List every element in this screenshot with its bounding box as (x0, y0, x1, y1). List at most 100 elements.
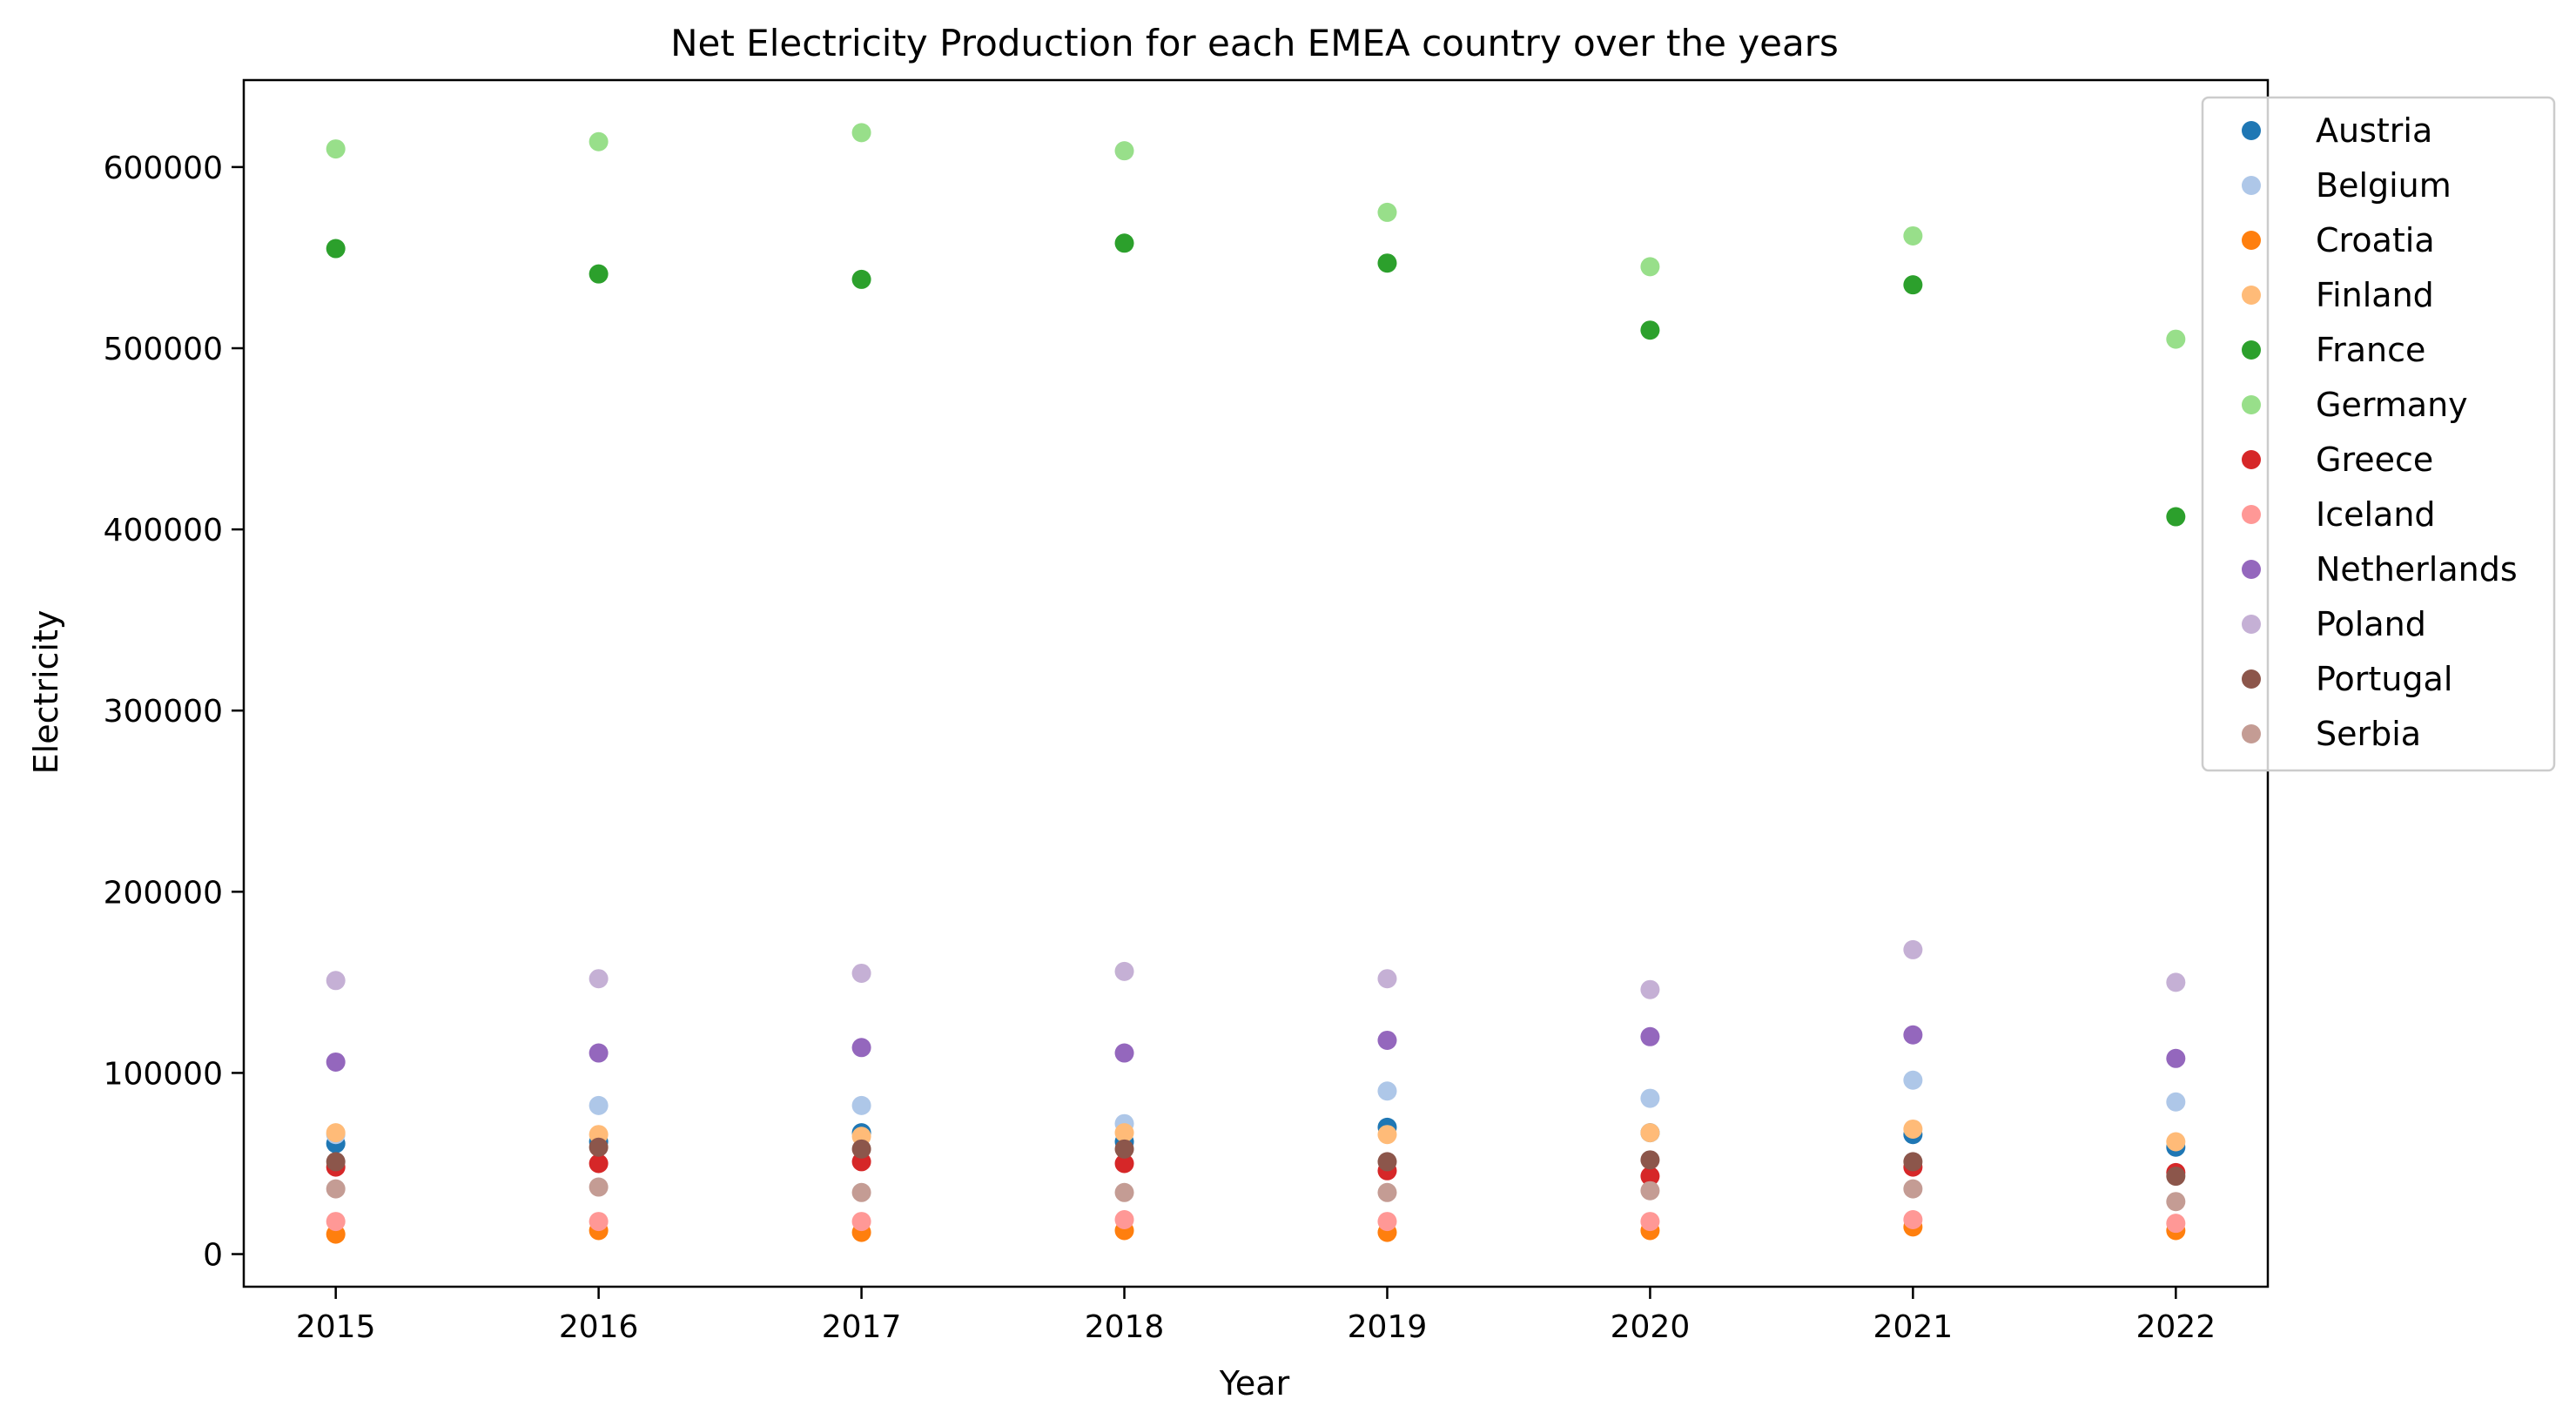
data-point (1114, 1210, 1134, 1229)
data-point (851, 1038, 871, 1058)
data-point (589, 1154, 609, 1174)
y-tick-label: 100000 (104, 1056, 223, 1092)
y-tick-label: 300000 (104, 694, 223, 730)
data-point (589, 969, 609, 989)
legend-label: Belgium (2316, 166, 2452, 205)
legend-label: Iceland (2316, 495, 2436, 534)
legend-marker (2242, 450, 2261, 469)
x-tick-label: 2017 (822, 1309, 902, 1345)
x-tick-label: 2018 (1085, 1309, 1165, 1345)
x-tick-label: 2019 (1348, 1309, 1428, 1345)
data-point (1114, 1123, 1134, 1143)
data-point (1903, 1210, 1923, 1229)
data-point (851, 1139, 871, 1159)
data-point (1640, 979, 1660, 999)
data-point (1377, 1125, 1397, 1145)
data-point (1903, 1152, 1923, 1172)
data-point (1377, 1182, 1397, 1202)
series-serbia (326, 1177, 2186, 1212)
data-point (1640, 1123, 1660, 1143)
data-point (326, 1052, 346, 1072)
data-point (589, 1043, 609, 1063)
data-point (1377, 253, 1397, 273)
data-point (1114, 1139, 1134, 1159)
legend-label: Serbia (2316, 715, 2421, 753)
legend-label: Poland (2316, 605, 2426, 643)
series-germany (326, 123, 2186, 349)
legend-label: Finland (2316, 276, 2434, 314)
legend-marker (2242, 121, 2261, 140)
data-point (1114, 1154, 1134, 1174)
data-point (2166, 1048, 2186, 1068)
data-point (1114, 1182, 1134, 1202)
series-poland (326, 939, 2186, 999)
data-point (1640, 320, 1660, 340)
data-point (1640, 1088, 1660, 1108)
y-tick-label: 500000 (104, 332, 223, 367)
legend-label: Portugal (2316, 660, 2452, 698)
data-point (1377, 969, 1397, 989)
data-point (1640, 1150, 1660, 1170)
y-tick-label: 0 (203, 1238, 223, 1274)
legend: Austria Belgium Croatia Finland France German… (2201, 96, 2556, 772)
data-point (589, 131, 609, 151)
data-point (1640, 1212, 1660, 1232)
data-point (1903, 939, 1923, 959)
data-point (1114, 1043, 1134, 1063)
data-point (851, 963, 871, 983)
data-point (851, 269, 871, 289)
data-point (1903, 1070, 1923, 1090)
data-point (1903, 1025, 1923, 1045)
data-point (1640, 257, 1660, 277)
data-point (1640, 1026, 1660, 1046)
data-point (1640, 1180, 1660, 1201)
data-point (1114, 961, 1134, 981)
data-point (1903, 275, 1923, 295)
series-netherlands (326, 1025, 2186, 1072)
legend-marker (2242, 231, 2261, 250)
legend-label: Netherlands (2316, 550, 2518, 589)
series-portugal (326, 1137, 2186, 1187)
y-axis-label: Electricity (27, 610, 65, 775)
data-point (1114, 141, 1134, 161)
data-point (1903, 1179, 1923, 1199)
series-france (326, 233, 2186, 527)
data-point (326, 1123, 346, 1143)
legend-marker (2242, 176, 2261, 195)
data-point (1377, 1081, 1397, 1101)
data-point (2166, 972, 2186, 992)
data-point (326, 239, 346, 259)
data-point (1903, 1119, 1923, 1139)
data-point (326, 1212, 346, 1232)
chart-title: Net Electricity Production for each EMEA… (670, 22, 1839, 64)
legend-marker (2242, 505, 2261, 524)
data-point (1377, 202, 1397, 222)
x-tick-label: 2022 (2136, 1309, 2216, 1345)
data-point (1377, 1152, 1397, 1172)
data-point (589, 1095, 609, 1115)
x-tick-label: 2020 (1611, 1309, 1691, 1345)
y-tick-label: 200000 (104, 875, 223, 911)
data-point (1640, 1167, 1660, 1187)
data-point (2166, 329, 2186, 349)
data-point (589, 1212, 609, 1232)
legend-label: France (2316, 331, 2425, 369)
legend-marker (2242, 669, 2261, 689)
data-point (851, 1095, 871, 1115)
legend-label: Greece (2316, 441, 2433, 479)
data-point (2166, 507, 2186, 527)
data-point (851, 1182, 871, 1202)
x-axis-label: Year (1219, 1364, 1290, 1402)
data-point (589, 1137, 609, 1157)
data-point (2166, 1092, 2186, 1112)
legend-box (2201, 96, 2556, 772)
legend-marker (2242, 286, 2261, 305)
legend-label: Germany (2316, 386, 2468, 424)
x-tick-label: 2015 (296, 1309, 376, 1345)
series-iceland (326, 1210, 2186, 1234)
data-point (1377, 1030, 1397, 1050)
y-tick-label: 600000 (104, 151, 223, 186)
data-point (2166, 1167, 2186, 1187)
data-point (589, 264, 609, 284)
